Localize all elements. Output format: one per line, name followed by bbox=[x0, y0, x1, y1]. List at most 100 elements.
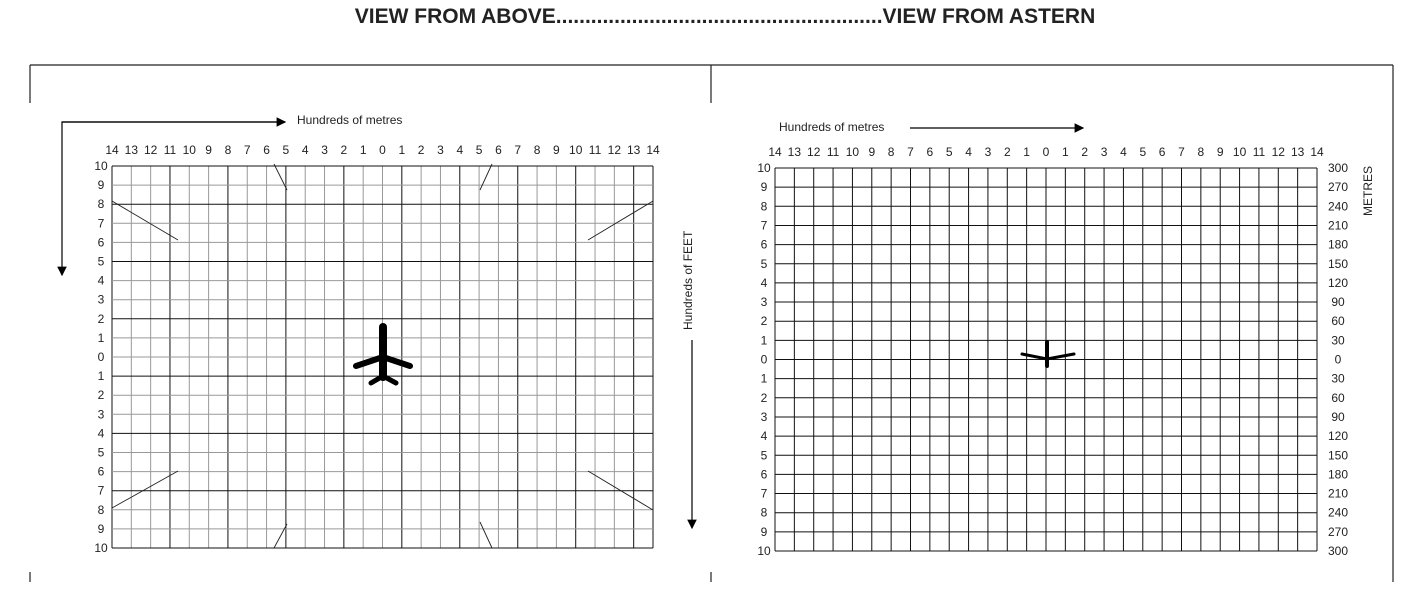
y-tick-label: 9 bbox=[761, 525, 768, 539]
y-tick-label-metres: 300 bbox=[1328, 544, 1348, 558]
x-tick-label: 14 bbox=[646, 143, 660, 157]
x-tick-label: 14 bbox=[105, 143, 119, 157]
y-tick-label-metres: 30 bbox=[1331, 333, 1345, 347]
y-tick-label: 10 bbox=[94, 541, 108, 555]
y-tick-label-metres: 270 bbox=[1328, 525, 1348, 539]
y-tick-label: 10 bbox=[757, 161, 771, 175]
y-tick-label: 2 bbox=[761, 314, 768, 328]
left-x-axis-label: Hundreds of metres bbox=[297, 113, 402, 127]
corner-marks bbox=[111, 163, 654, 549]
right-x-axis-label: Hundreds of metres bbox=[779, 120, 884, 134]
y-tick-label: 8 bbox=[98, 503, 105, 517]
y-tick-label: 1 bbox=[98, 331, 105, 345]
y-tick-label-metres: 30 bbox=[1331, 372, 1345, 386]
y-tick-label: 6 bbox=[761, 238, 768, 252]
y-tick-label: 1 bbox=[761, 372, 768, 386]
y-tick-label: 9 bbox=[98, 178, 105, 192]
x-tick-label: 5 bbox=[946, 145, 953, 159]
x-tick-label: 11 bbox=[827, 145, 840, 159]
y-tick-label: 2 bbox=[98, 312, 105, 326]
x-tick-label: 9 bbox=[1217, 145, 1224, 159]
x-tick-label: 9 bbox=[868, 145, 875, 159]
x-tick-label: 1 bbox=[398, 143, 405, 157]
y-tick-label: 4 bbox=[761, 429, 768, 443]
x-tick-label: 3 bbox=[985, 145, 992, 159]
x-tick-label: 3 bbox=[437, 143, 444, 157]
y-tick-label: 3 bbox=[761, 410, 768, 424]
y-tick-label: 2 bbox=[98, 388, 105, 402]
x-tick-label: 13 bbox=[627, 143, 641, 157]
y-tick-label: 5 bbox=[98, 255, 105, 269]
y-tick-label: 5 bbox=[761, 257, 768, 271]
y-tick-label-metres: 210 bbox=[1328, 487, 1348, 501]
y-tick-label-metres: 150 bbox=[1328, 257, 1348, 271]
y-tick-label: 5 bbox=[761, 448, 768, 462]
x-tick-label: 5 bbox=[283, 143, 290, 157]
y-tick-label: 4 bbox=[98, 426, 105, 440]
y-tick-label: 4 bbox=[761, 276, 768, 290]
x-tick-label: 3 bbox=[321, 143, 328, 157]
y-tick-label-metres: 180 bbox=[1328, 238, 1348, 252]
y-tick-label: 7 bbox=[98, 216, 105, 230]
y-tick-label: 7 bbox=[761, 487, 768, 501]
x-tick-label: 4 bbox=[965, 145, 972, 159]
page-title: VIEW FROM ABOVE.........................… bbox=[355, 5, 1096, 28]
x-tick-label: 2 bbox=[341, 143, 348, 157]
y-tick-label-metres: 90 bbox=[1331, 410, 1345, 424]
x-tick-label: 6 bbox=[927, 145, 934, 159]
x-tick-label: 10 bbox=[569, 143, 583, 157]
x-tick-label: 2 bbox=[1081, 145, 1088, 159]
x-tick-label: 7 bbox=[907, 145, 914, 159]
y-tick-label: 6 bbox=[98, 235, 105, 249]
x-tick-label: 10 bbox=[846, 145, 860, 159]
y-tick-label: 3 bbox=[98, 293, 105, 307]
x-tick-label: 4 bbox=[302, 143, 309, 157]
y-tick-label: 10 bbox=[94, 159, 108, 173]
y-tick-label-metres: 210 bbox=[1328, 218, 1348, 232]
y-tick-label-metres: 60 bbox=[1331, 391, 1345, 405]
x-tick-label: 11 bbox=[164, 143, 177, 157]
x-tick-label: 13 bbox=[788, 145, 802, 159]
x-tick-label: 12 bbox=[807, 145, 821, 159]
x-tick-label: 13 bbox=[1291, 145, 1305, 159]
y-tick-label-metres: 120 bbox=[1328, 276, 1348, 290]
x-tick-label: 0 bbox=[1043, 145, 1050, 159]
y-tick-label: 7 bbox=[98, 484, 105, 498]
y-tick-label-metres: 270 bbox=[1328, 180, 1348, 194]
x-tick-label: 8 bbox=[534, 143, 541, 157]
y-tick-label-metres: 150 bbox=[1328, 448, 1348, 462]
y-tick-label: 10 bbox=[757, 544, 771, 558]
x-tick-label: 1 bbox=[1023, 145, 1030, 159]
y-tick-label: 1 bbox=[98, 369, 105, 383]
x-tick-label: 14 bbox=[1310, 145, 1324, 159]
y-tick-label-metres: 120 bbox=[1328, 429, 1348, 443]
x-tick-label: 4 bbox=[456, 143, 463, 157]
y-tick-label: 1 bbox=[761, 333, 768, 347]
x-tick-label: 12 bbox=[608, 143, 622, 157]
y-tick-label: 9 bbox=[761, 180, 768, 194]
x-tick-label: 2 bbox=[1004, 145, 1011, 159]
y-tick-label-metres: 300 bbox=[1328, 161, 1348, 175]
x-tick-label: 6 bbox=[1159, 145, 1166, 159]
x-tick-label: 12 bbox=[1272, 145, 1286, 159]
x-tick-label: 7 bbox=[1178, 145, 1185, 159]
x-tick-label: 7 bbox=[244, 143, 251, 157]
y-tick-label: 3 bbox=[761, 295, 768, 309]
x-tick-label: 1 bbox=[360, 143, 367, 157]
left-axis-arrows bbox=[57, 117, 697, 530]
y-tick-label: 4 bbox=[98, 274, 105, 288]
y-tick-label: 0 bbox=[761, 353, 768, 367]
y-tick-label-metres: 180 bbox=[1328, 467, 1348, 481]
aircraft-top-view-icon bbox=[353, 323, 413, 386]
y-tick-label: 8 bbox=[761, 506, 768, 520]
y-tick-label: 5 bbox=[98, 446, 105, 460]
x-tick-label: 4 bbox=[1120, 145, 1127, 159]
aircraft-rear-view-icon bbox=[1020, 340, 1076, 368]
x-tick-label: 9 bbox=[553, 143, 560, 157]
y-tick-label: 8 bbox=[761, 199, 768, 213]
y-tick-label-metres: 60 bbox=[1331, 314, 1345, 328]
y-tick-label-metres: 240 bbox=[1328, 199, 1348, 213]
y-tick-label-metres: 240 bbox=[1328, 506, 1348, 520]
